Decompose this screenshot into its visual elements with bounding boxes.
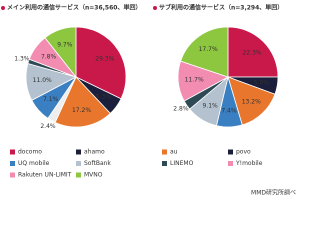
chart-title: サブ利用の通信サービス（n=3,294、単回）	[159, 4, 283, 12]
pie-slice	[180, 26, 229, 78]
legend-swatch	[228, 149, 233, 155]
legend-swatch	[76, 161, 81, 166]
legend-swatch	[10, 149, 15, 155]
pie-slice	[54, 76, 111, 128]
legend-label: povo	[236, 149, 251, 156]
data-label: 7.8%	[41, 53, 57, 60]
legend-label: Y!mobile	[235, 160, 263, 167]
page: {"chart_data":[ {"type":"pie","title":"メ…	[1, 3, 296, 197]
chart-title: メイン利用の通信サービス（n=36,560、単回）	[7, 4, 141, 12]
data-label: 17.7%	[199, 46, 218, 53]
title-bullet	[153, 6, 157, 10]
legend-label: Rakuten UN-LIMIT	[18, 172, 72, 179]
legend-label: docomo	[18, 149, 42, 156]
data-label: 9.7%	[57, 41, 73, 48]
data-label: 7.4%	[221, 107, 237, 114]
data-label: 1.3%	[14, 56, 30, 63]
legend-label: ahamo	[84, 149, 105, 156]
legend-label: SoftBank	[84, 160, 111, 167]
data-label: 22.3%	[243, 49, 262, 56]
data-label: 2.4%	[40, 123, 56, 130]
legend-swatch	[10, 161, 15, 166]
legend-label: LINEMO	[170, 160, 194, 167]
data-label: 29.3%	[95, 55, 114, 62]
data-label: 11.7%	[185, 76, 204, 83]
data-label: 11.0%	[33, 77, 52, 84]
legend-swatch	[162, 149, 167, 155]
legend-swatch	[162, 161, 167, 166]
data-label: 2.8%	[173, 106, 189, 113]
legend-swatch	[76, 172, 81, 178]
data-label: 7.1%	[43, 96, 59, 103]
pie-slice	[227, 26, 279, 78]
legend-swatch	[76, 149, 81, 155]
data-label: 9.1%	[203, 102, 219, 109]
pie-slice	[75, 26, 127, 100]
chart: MMD研究所調べ メイン利用の通信サービス（n=36,560、単回） 29.3% 5…	[1, 4, 296, 197]
legend-label: UQ mobile	[18, 160, 50, 167]
source: MMD研究所調べ	[251, 189, 296, 197]
pie-slice	[44, 26, 77, 79]
data-label: 5.0%	[254, 79, 270, 86]
legend-swatch	[10, 172, 15, 178]
data-label: 17.2%	[72, 107, 91, 114]
title-bullet	[1, 6, 5, 10]
legend-swatch	[228, 161, 233, 166]
legend-label: MVNO	[84, 172, 103, 179]
data-label: 13.2%	[242, 98, 261, 105]
legend-label: au	[170, 149, 178, 156]
data-label: 5.3%	[96, 94, 112, 101]
